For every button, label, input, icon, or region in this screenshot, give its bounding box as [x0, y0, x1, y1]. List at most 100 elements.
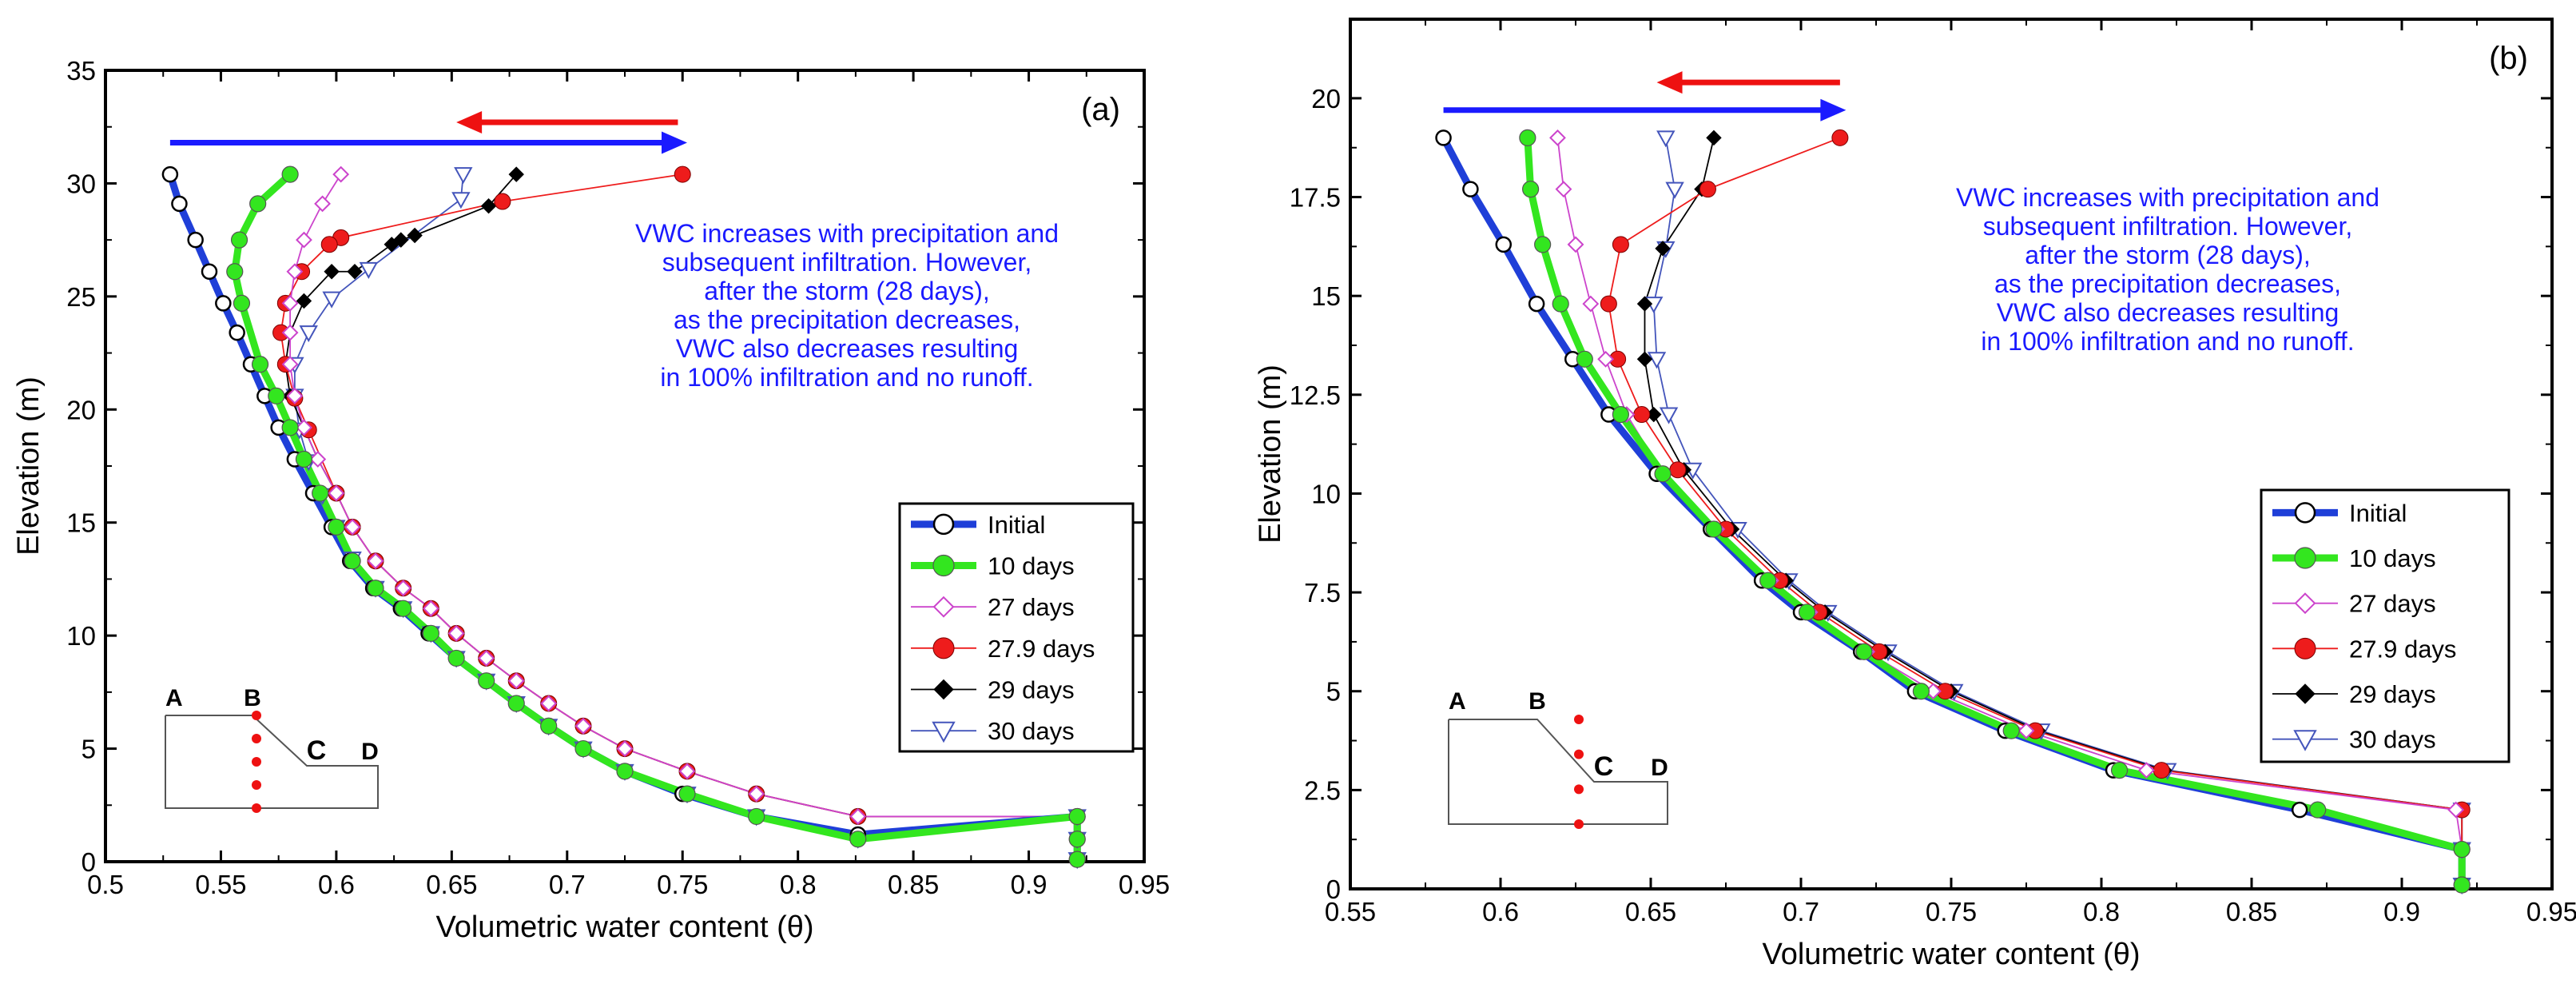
inset-label-b: B	[244, 685, 261, 711]
data-point-27-9-days	[1669, 461, 1687, 479]
data-point-Initial	[215, 295, 232, 312]
data-point-10-days	[1612, 405, 1630, 424]
data-point-27-days	[422, 600, 439, 617]
data-point-10-days	[616, 763, 634, 780]
data-point-27-9-days	[2153, 762, 2170, 779]
data-point-10-days	[2453, 840, 2471, 859]
data-point-27-days	[849, 808, 867, 825]
data-point-27-9-days	[494, 193, 511, 210]
data-point-10-days	[230, 231, 248, 249]
x-axis-label: Volumetric water content (θ)	[1762, 938, 2140, 971]
data-point-10-days	[748, 807, 765, 826]
inset-probe-dot	[1574, 715, 1584, 724]
x-tick-label: 0.75	[1926, 897, 1977, 926]
red-arrow-head	[456, 111, 483, 134]
x-tick-label: 0.7	[549, 870, 586, 899]
data-point-10-days	[268, 387, 285, 404]
y-tick-label: 5	[81, 735, 96, 764]
data-point-10-days	[447, 649, 465, 667]
y-tick-label: 20	[66, 395, 96, 424]
y-tick-label: 10	[1311, 479, 1341, 508]
data-point-29-days	[480, 198, 497, 214]
data-point-10-days	[1068, 831, 1086, 848]
legend-entry-label: 27 days	[988, 593, 1075, 621]
inset-probe-dot	[1574, 784, 1584, 795]
annotation-line: in 100% infiltration and no runoff.	[1981, 327, 2354, 356]
inset-label-b: B	[1529, 688, 1546, 715]
data-point-27-days	[314, 195, 331, 213]
data-point-29-days	[1636, 351, 1653, 368]
annotation-line: in 100% infiltration and no runoff.	[660, 363, 1033, 392]
data-point-10-days	[328, 518, 345, 536]
legend-entry-label: Initial	[988, 511, 1045, 539]
y-axis-label: Elevation (m)	[1254, 365, 1287, 544]
x-axis-label: Volumetric water content (θ)	[435, 910, 813, 944]
inset-probe-dot	[252, 711, 261, 720]
data-point-Initial	[171, 195, 188, 213]
data-point-27-days	[2447, 801, 2465, 819]
legend-swatch-marker	[2294, 502, 2316, 524]
annotation-line: VWC also decreases resulting	[1997, 298, 2339, 327]
annotation-line: subsequent infiltration. However,	[662, 248, 1032, 277]
data-point-27-days	[616, 740, 634, 757]
data-point-30-days	[359, 261, 379, 279]
data-point-27-days	[478, 650, 495, 667]
legend-swatch-marker	[932, 554, 955, 577]
legend-swatch-marker	[2294, 547, 2316, 569]
data-point-Initial	[161, 165, 179, 183]
data-point-10-days	[1068, 807, 1086, 826]
data-point-10-days	[344, 552, 361, 570]
blue-arrow-head	[1820, 98, 1847, 122]
data-point-30-days	[1659, 407, 1679, 424]
annotation-line: VWC also decreases resulting	[676, 334, 1019, 363]
legend-entry-label: 27.9 days	[988, 635, 1095, 663]
data-point-27-9-days	[674, 165, 691, 183]
panel-label: (a)	[1081, 92, 1120, 127]
data-point-27-days	[1555, 181, 1572, 198]
data-point-27-days	[507, 672, 525, 690]
legend-swatch-marker	[932, 513, 955, 536]
x-tick-label: 0.8	[2083, 897, 2120, 926]
data-point-10-days	[226, 263, 244, 281]
x-tick-label: 0.95	[1119, 870, 1170, 899]
data-point-10-days	[1576, 350, 1593, 368]
inset-probe-dot	[252, 803, 261, 813]
annotation-line: after the storm (28 days),	[704, 277, 989, 305]
legend-swatch-marker	[932, 721, 956, 743]
data-point-10-days	[395, 600, 412, 617]
data-point-10-days	[367, 580, 384, 597]
data-point-27-9-days	[1612, 236, 1629, 253]
x-tick-label: 0.85	[2226, 897, 2277, 926]
data-point-30-days	[322, 291, 341, 309]
data-point-27-days	[1549, 129, 1566, 146]
x-tick-label: 0.7	[1783, 897, 1819, 926]
data-point-10-days	[1552, 295, 1569, 313]
x-tick-label: 0.5	[87, 870, 124, 899]
legend-swatch-marker	[933, 679, 954, 700]
data-point-Initial	[2291, 801, 2308, 819]
data-point-10-days	[1534, 236, 1552, 253]
x-tick-label: 0.95	[2526, 897, 2576, 926]
data-point-27-9-days	[1699, 181, 1716, 198]
data-point-30-days	[451, 192, 471, 209]
legend-entry-label: 29 days	[2349, 680, 2436, 708]
data-point-27-days	[2137, 762, 2155, 779]
data-point-10-days	[507, 695, 525, 712]
x-tick-label: 0.55	[195, 870, 246, 899]
inset-label-d: D	[1651, 755, 1668, 781]
data-point-27-days	[328, 484, 345, 502]
data-point-30-days	[1665, 181, 1684, 199]
x-tick-label: 0.6	[318, 870, 355, 899]
chart-panel-a: 0.5 0.55 0.6 0.65 0.7 0.75 0.8 0.85 0.9 0.95 0 5 10 1…	[12, 56, 1170, 944]
panel-label: (b)	[2489, 41, 2528, 76]
data-point-10-days	[1855, 643, 1873, 660]
x-tick-label: 0.6	[1482, 897, 1519, 926]
inset-label-a: A	[1449, 688, 1466, 715]
annotation-line: VWC increases with precipitation and	[1956, 183, 2379, 212]
x-tick-label: 0.9	[1011, 870, 1047, 899]
inset-probe-dot	[252, 780, 261, 790]
data-point-27-9-days	[320, 236, 338, 253]
data-point-10-days	[1521, 181, 1540, 198]
data-point-Initial	[229, 324, 245, 341]
data-point-10-days	[1798, 604, 1816, 621]
